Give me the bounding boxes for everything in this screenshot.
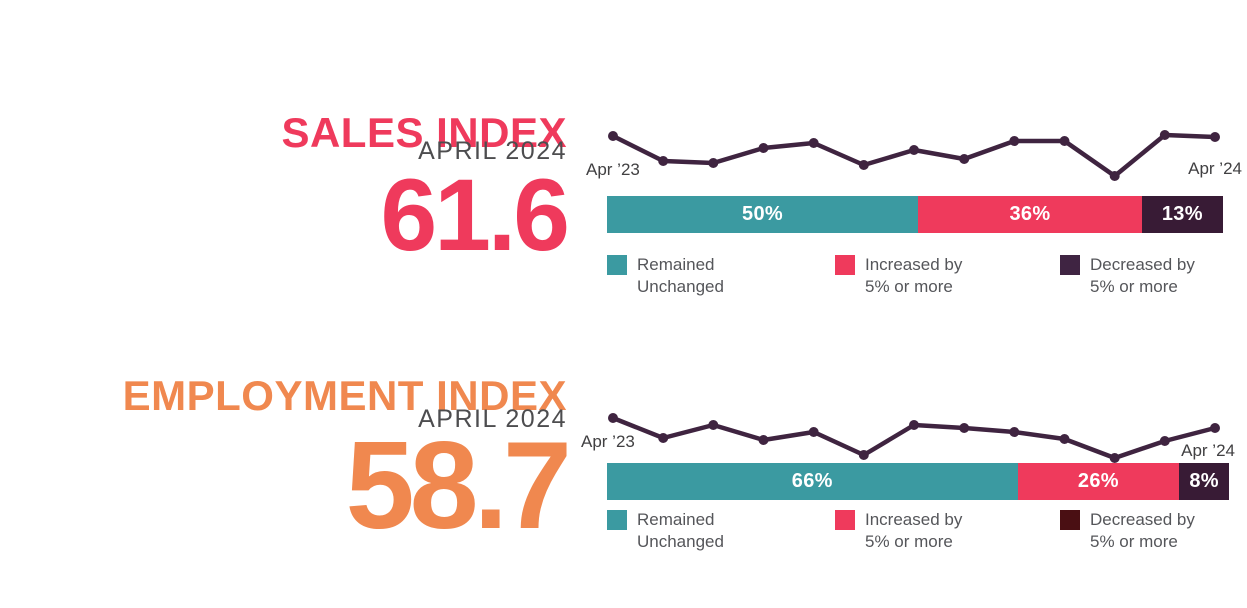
sparkline-data-point bbox=[658, 156, 669, 166]
sparkline-data-point bbox=[1159, 130, 1170, 140]
legend-swatch bbox=[607, 255, 627, 275]
bar-segment: 13% bbox=[1141, 196, 1223, 233]
legend-label: Increased by 5% or more bbox=[865, 255, 963, 296]
sales-sparkline-chart bbox=[608, 130, 1220, 181]
legend-swatch bbox=[835, 510, 855, 530]
bar-segment-label: 13% bbox=[1161, 203, 1203, 225]
employment-stacked-bar: 66% 26% 8% bbox=[607, 463, 1229, 500]
sparkline-path bbox=[611, 132, 1216, 179]
sales-sparkline: Apr ’23 Apr ’24 bbox=[586, 123, 1242, 187]
legend-item: Increased by 5% or more bbox=[835, 254, 962, 298]
legend-label: Remained Unchanged bbox=[637, 510, 724, 551]
bar-segment-label: 50% bbox=[742, 203, 783, 225]
employment-index-period: APRIL 2024 bbox=[418, 405, 567, 433]
legend-item: Remained Unchanged bbox=[607, 509, 724, 553]
sparkline-data-point bbox=[858, 160, 869, 170]
legend-item: Remained Unchanged bbox=[607, 254, 724, 298]
bar-segment-label: 66% bbox=[791, 470, 833, 492]
bar-segment: 50% bbox=[607, 196, 918, 233]
employment-index-title: EMPLOYMENT INDEX bbox=[122, 372, 567, 420]
sparkline-data-point bbox=[658, 433, 669, 443]
sales-sparkline-end-label: Apr ’24 bbox=[1188, 159, 1242, 178]
sparkline-data-point bbox=[858, 450, 869, 460]
sparkline-data-point bbox=[1059, 434, 1070, 444]
bar-segment: 36% bbox=[918, 196, 1142, 233]
sparkline-data-point bbox=[608, 131, 618, 141]
legend-swatch bbox=[1060, 255, 1080, 275]
sparkline-data-point bbox=[1059, 136, 1070, 146]
sparkline-data-point bbox=[808, 138, 819, 148]
sparkline-data-point bbox=[1109, 171, 1120, 181]
sales-sparkline-start-label: Apr ’23 bbox=[586, 160, 640, 179]
legend-label: Increased by 5% or more bbox=[865, 510, 963, 551]
legend-item: Increased by 5% or more bbox=[835, 509, 962, 553]
sparkline-data-point bbox=[959, 154, 970, 164]
legend-swatch bbox=[835, 255, 855, 275]
sales-index-period: APRIL 2024 bbox=[418, 137, 567, 165]
employment-sparkline: Apr ’23 Apr ’24 bbox=[581, 408, 1235, 472]
legend-item: Decreased by 5% or more bbox=[1060, 509, 1195, 553]
employment-sparkline-end-label: Apr ’24 bbox=[1181, 441, 1235, 460]
employment-sparkline-chart bbox=[608, 413, 1220, 463]
legend-swatch bbox=[1060, 510, 1080, 530]
sparkline-data-point bbox=[909, 420, 919, 430]
sparkline-data-point bbox=[1210, 132, 1220, 142]
sparkline-data-point bbox=[758, 143, 769, 153]
sparkline-data-point bbox=[1210, 423, 1220, 433]
sparkline-data-point bbox=[1159, 436, 1170, 446]
legend-item: Decreased by 5% or more bbox=[1060, 254, 1195, 298]
employment-legend: Remained Unchanged Increased by 5% or more D… bbox=[607, 509, 1247, 559]
bar-segment: 26% bbox=[1017, 463, 1180, 500]
sparkline-data-point bbox=[959, 423, 970, 433]
sparkline-data-point bbox=[1109, 453, 1120, 463]
employment-sparkline-start-label: Apr ’23 bbox=[581, 432, 635, 451]
legend-label: Decreased by 5% or more bbox=[1090, 255, 1195, 296]
bar-segment: 66% bbox=[607, 463, 1018, 500]
sales-index-title: SALES INDEX bbox=[281, 109, 567, 157]
sparkline-data-point bbox=[1009, 136, 1020, 146]
bar-segment: 8% bbox=[1179, 463, 1229, 500]
legend-swatch bbox=[607, 510, 627, 530]
sales-index-value: 61.6 bbox=[380, 158, 570, 272]
sparkline-data-point bbox=[808, 427, 819, 437]
sparkline-data-point bbox=[708, 420, 719, 430]
legend-label: Decreased by 5% or more bbox=[1090, 510, 1195, 551]
sparkline-data-point bbox=[909, 145, 919, 155]
sparkline-data-point bbox=[758, 435, 769, 445]
bar-segment-label: 8% bbox=[1189, 470, 1219, 492]
sparkline-data-point bbox=[708, 158, 719, 168]
sparkline-data-point bbox=[1009, 427, 1020, 437]
legend-label: Remained Unchanged bbox=[637, 255, 724, 296]
bar-segment-label: 36% bbox=[1009, 203, 1051, 225]
employment-index-value: 58.7 bbox=[345, 417, 572, 555]
sales-stacked-bar: 50% 36% 13% bbox=[607, 196, 1229, 233]
sales-legend: Remained Unchanged Increased by 5% or more D… bbox=[607, 254, 1247, 304]
bar-segment-label: 26% bbox=[1077, 470, 1119, 492]
sparkline-data-point bbox=[608, 413, 618, 423]
